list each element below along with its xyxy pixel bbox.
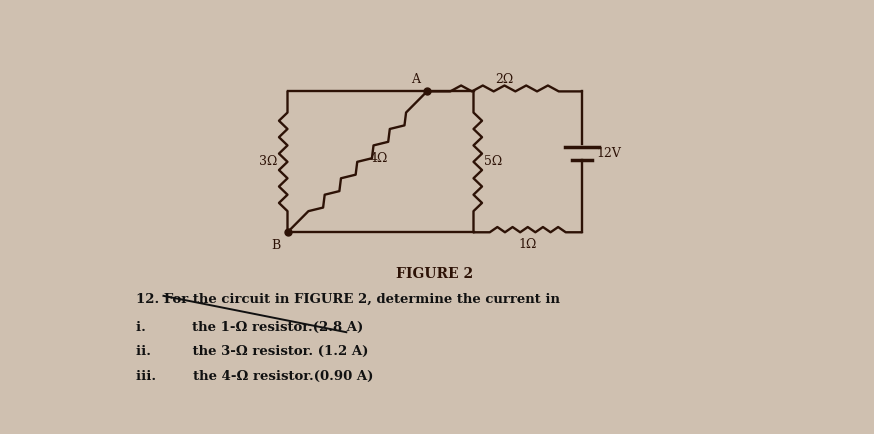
Text: 5Ω: 5Ω	[483, 155, 502, 168]
Text: 4Ω: 4Ω	[370, 152, 388, 165]
Text: A: A	[411, 73, 420, 86]
Text: 2Ω: 2Ω	[496, 73, 514, 86]
Text: i.          the 1-Ω resistor.(2.8 A): i. the 1-Ω resistor.(2.8 A)	[136, 321, 364, 334]
Text: 1Ω: 1Ω	[518, 237, 537, 250]
Text: 12. For the circuit in FIGURE 2, determine the current in: 12. For the circuit in FIGURE 2, determi…	[136, 293, 560, 306]
Text: ii.         the 3-Ω resistor. (1.2 A): ii. the 3-Ω resistor. (1.2 A)	[136, 345, 369, 358]
Text: B: B	[271, 239, 281, 252]
Text: FIGURE 2: FIGURE 2	[396, 266, 474, 280]
Text: iii.        the 4-Ω resistor.(0.90 A): iii. the 4-Ω resistor.(0.90 A)	[136, 370, 374, 383]
Text: 3Ω: 3Ω	[259, 155, 277, 168]
Text: 12V: 12V	[596, 147, 621, 160]
